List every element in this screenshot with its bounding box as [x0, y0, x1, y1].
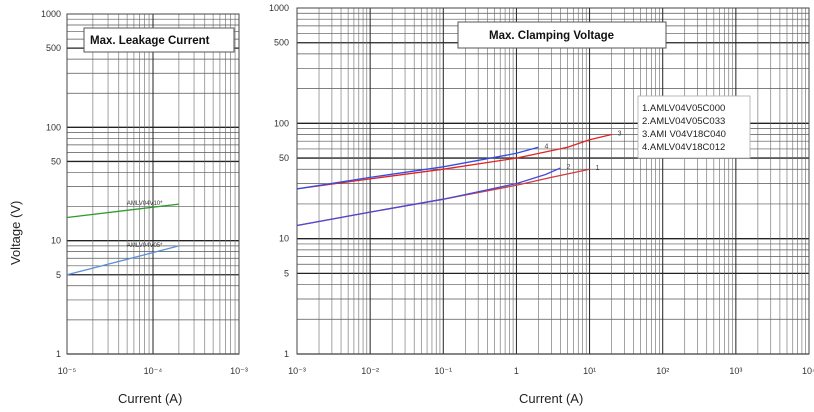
right-x-tick-label: 10⁻¹	[434, 366, 452, 376]
right-y-tick-label: 100	[274, 118, 289, 128]
left-chart-title: Max. Leakage Current	[90, 35, 210, 47]
left-x-tick-labels: 10⁻⁵ 10⁻⁴ 10⁻³	[58, 366, 248, 376]
right-y-tick-label: 1000	[269, 3, 289, 13]
right-x-axis-title: Current (A)	[519, 391, 583, 406]
right-plot-frame	[296, 7, 810, 355]
left-series-line-1	[66, 203, 179, 219]
legend-entry-4: 4.AMLV04V18C012	[642, 142, 725, 153]
left-plot-grid	[66, 14, 239, 355]
right-x-tick-label: 10⁴	[802, 366, 814, 376]
right-y-tick-label: 500	[274, 38, 289, 48]
left-x-tick-label: 10⁻⁴	[144, 366, 163, 376]
right-chart-title: Max. Clamping Voltage	[489, 30, 614, 42]
left-series-line-2	[66, 245, 180, 276]
right-x-tick-labels: 10⁻³ 10⁻² 10⁻¹ 1 10¹ 10² 10³ 10⁴	[288, 366, 814, 376]
right-x-tick-label: 10³	[729, 366, 742, 376]
left-y-tick-labels: 1000 500 100 50 10 5 1	[41, 9, 61, 359]
right-x-tick-label: 10²	[656, 366, 669, 376]
right-x-tick-label: 10⁻³	[288, 366, 306, 376]
left-title-box	[83, 27, 235, 53]
left-y-tick-label: 1000	[41, 9, 61, 19]
legend-entry-1: 1.AMLV04V05C000	[642, 103, 725, 114]
left-y-tick-label: 10	[51, 236, 61, 246]
right-y-tick-label: 10	[279, 234, 289, 244]
right-x-tick-label: 10¹	[583, 366, 596, 376]
left-x-tick-label: 10⁻³	[230, 366, 248, 376]
right-series-number-label: 2	[566, 164, 570, 171]
right-series-number-label: 4	[544, 143, 548, 150]
right-series-number-label: 1	[596, 165, 600, 172]
legend-box	[637, 95, 751, 159]
right-series-number-label: 3	[618, 131, 622, 138]
right-series-line-3	[296, 133, 612, 190]
right-plot-grid	[296, 8, 809, 355]
left-y-tick-label: 50	[51, 156, 61, 166]
right-x-tick-label: 1	[514, 366, 519, 376]
right-y-tick-label: 5	[284, 268, 289, 278]
left-series-label: AMLV04V05*	[127, 243, 163, 249]
series-layer: AMLV04V10* AMLV04V05* 1 2 3 4	[66, 131, 622, 276]
right-y-tick-labels: 1000 500 100 50 10 5 1	[269, 3, 289, 359]
left-y-tick-label: 5	[56, 270, 61, 280]
left-y-tick-label: 100	[46, 122, 61, 132]
legend-entry-2: 2.AMLV04V05C033	[642, 116, 725, 127]
left-plot-frame	[66, 13, 240, 355]
right-y-tick-label: 1	[284, 349, 289, 359]
right-series-line-2	[296, 167, 561, 227]
left-y-tick-label: 500	[46, 43, 61, 53]
right-y-tick-label: 50	[279, 153, 289, 163]
left-series-label: AMLV04V10*	[127, 201, 163, 207]
legend-entry-3: 3.AMI V04V18C040	[642, 129, 726, 140]
left-x-axis-title: Current (A)	[118, 391, 182, 406]
right-title-box	[457, 21, 667, 49]
right-series-line-4	[296, 146, 539, 190]
right-x-tick-label: 10⁻²	[361, 366, 379, 376]
left-y-tick-label: 1	[56, 349, 61, 359]
y-axis-title: Voltage (V)	[8, 201, 23, 265]
left-x-tick-label: 10⁻⁵	[58, 366, 77, 376]
